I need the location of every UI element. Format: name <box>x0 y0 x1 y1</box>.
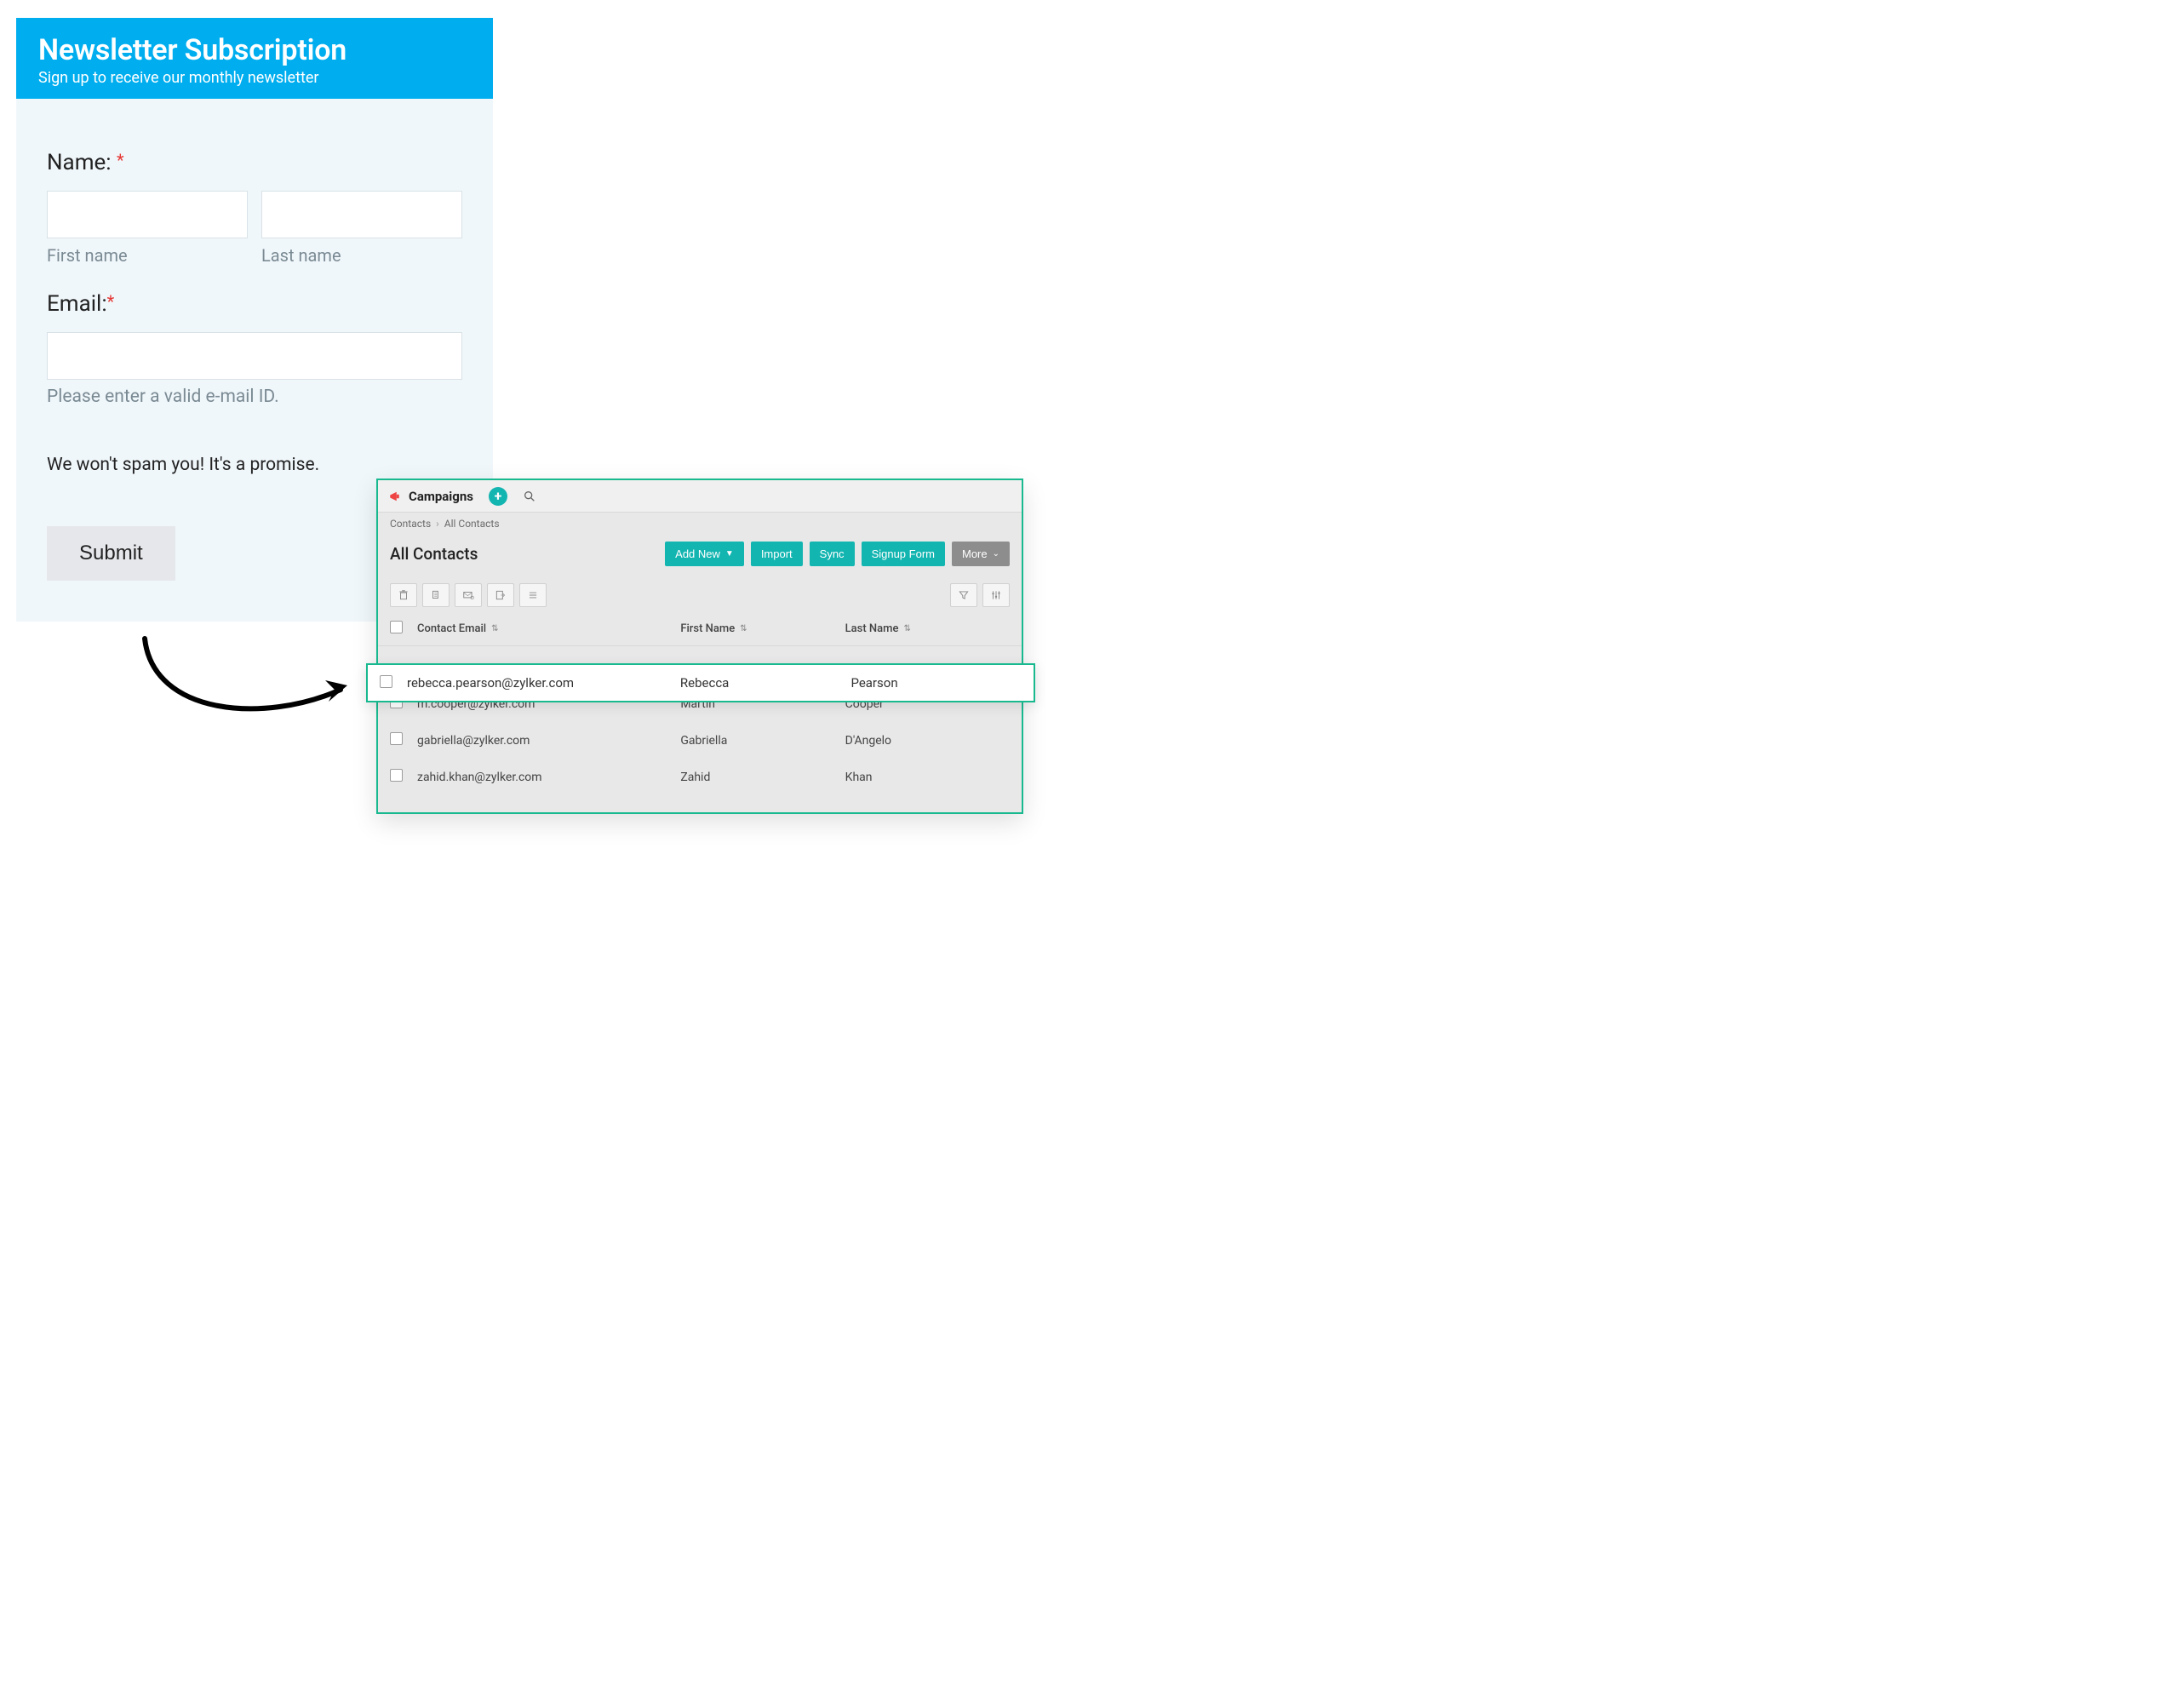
email-helper: Please enter a valid e-mail ID. <box>47 387 462 407</box>
last-name-sublabel: Last name <box>261 245 462 266</box>
arrow-icon <box>128 630 366 741</box>
cell-firstname: Gabriella <box>680 734 845 748</box>
required-mark: * <box>117 150 124 170</box>
promise-text: We won't spam you! It's a promise. <box>47 455 462 475</box>
breadcrumb-root[interactable]: Contacts <box>390 518 431 530</box>
more-button[interactable]: More ⌄ <box>952 542 1010 566</box>
toolbar <box>378 576 1022 614</box>
settings-sliders-icon[interactable] <box>982 583 1010 607</box>
table-row[interactable]: zahid.khan@zylker.com Zahid Khan <box>378 759 1022 795</box>
cell-lastname: D'Angelo <box>845 734 1010 748</box>
sort-icon[interactable]: ⇅ <box>740 624 747 633</box>
campaigns-topbar: Campaigns + <box>378 480 1022 513</box>
email-input[interactable] <box>47 332 462 380</box>
sort-icon[interactable]: ⇅ <box>491 624 498 633</box>
add-new-label: Add New <box>675 547 720 560</box>
highlighted-row[interactable]: rebecca.pearson@zylker.com Rebecca Pears… <box>366 663 1035 702</box>
cell-email: rebecca.pearson@zylker.com <box>407 675 680 691</box>
form-subtitle: Sign up to receive our monthly newslette… <box>38 69 471 87</box>
table-row[interactable]: gabriella@zylker.com Gabriella D'Angelo <box>378 722 1022 759</box>
chevron-down-icon: ▼ <box>725 549 734 559</box>
sort-icon[interactable]: ⇅ <box>903 624 910 633</box>
chevron-down-icon: ⌄ <box>993 549 999 559</box>
submit-button[interactable]: Submit <box>47 526 175 581</box>
cell-email: gabriella@zylker.com <box>417 734 680 748</box>
mail-icon[interactable] <box>455 583 482 607</box>
add-button[interactable]: + <box>489 487 507 506</box>
form-header: Newsletter Subscription Sign up to recei… <box>16 18 493 99</box>
delete-icon[interactable] <box>390 583 417 607</box>
export-icon[interactable] <box>487 583 514 607</box>
required-mark-email: * <box>107 291 115 312</box>
first-name-sublabel: First name <box>47 245 248 266</box>
col-email-label[interactable]: Contact Email <box>417 622 486 635</box>
cell-firstname: Rebecca <box>680 675 851 691</box>
first-name-input[interactable] <box>47 191 248 238</box>
last-name-input[interactable] <box>261 191 462 238</box>
list-icon[interactable] <box>519 583 547 607</box>
title-row: All Contacts Add New ▼ Import Sync Signup… <box>378 535 1022 576</box>
form-title: Newsletter Subscription <box>38 33 471 67</box>
search-icon[interactable] <box>523 490 536 503</box>
col-lastname-label[interactable]: Last Name <box>845 622 899 635</box>
import-button[interactable]: Import <box>751 542 803 566</box>
cell-lastname: Khan <box>845 771 1010 784</box>
row-checkbox[interactable] <box>380 675 392 688</box>
sync-button[interactable]: Sync <box>810 542 855 566</box>
breadcrumb-current: All Contacts <box>444 518 500 530</box>
more-label: More <box>962 547 988 560</box>
breadcrumb: Contacts › All Contacts <box>378 513 1022 535</box>
email-label: Email:* <box>47 291 462 317</box>
name-label: Name: * <box>47 150 462 175</box>
copy-icon[interactable] <box>422 583 450 607</box>
campaigns-panel: Campaigns + Contacts › All Contacts All … <box>376 479 1023 814</box>
name-label-text: Name: <box>47 150 117 175</box>
signup-form-button[interactable]: Signup Form <box>862 542 945 566</box>
add-new-button[interactable]: Add New ▼ <box>665 542 744 566</box>
breadcrumb-separator: › <box>436 518 439 530</box>
megaphone-icon <box>388 489 404 504</box>
campaigns-logo: Campaigns <box>388 489 473 504</box>
select-all-checkbox[interactable] <box>390 621 403 633</box>
cell-lastname: Pearson <box>850 675 1022 691</box>
table-header: Contact Email ⇅ First Name ⇅ Last Name ⇅ <box>378 614 1022 646</box>
email-label-text: Email: <box>47 291 107 317</box>
filter-icon[interactable] <box>950 583 977 607</box>
row-checkbox[interactable] <box>390 769 403 782</box>
row-checkbox[interactable] <box>390 732 403 745</box>
cell-email: zahid.khan@zylker.com <box>417 771 680 784</box>
cell-firstname: Zahid <box>680 771 845 784</box>
col-firstname-label[interactable]: First Name <box>680 622 735 635</box>
campaigns-label: Campaigns <box>409 489 473 504</box>
page-title: All Contacts <box>390 544 478 564</box>
